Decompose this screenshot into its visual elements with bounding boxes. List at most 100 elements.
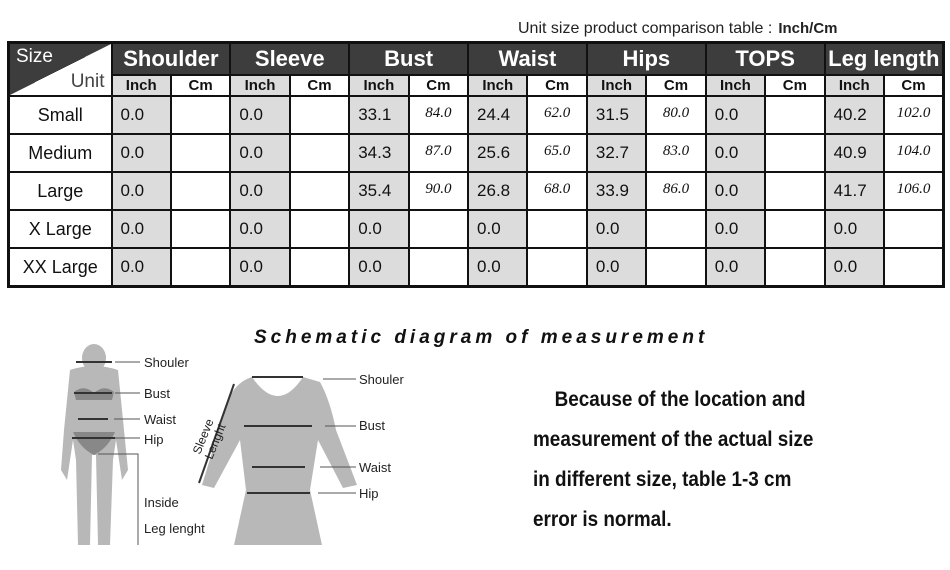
cm-value bbox=[764, 209, 826, 249]
inch-value: 0.0 bbox=[704, 95, 767, 135]
unit-caption: Unit size product comparison table : Inch… bbox=[518, 20, 838, 38]
inch-value: 0.0 bbox=[229, 95, 291, 135]
diagram-title: Schematic diagram of measurement bbox=[254, 327, 709, 348]
body-label-waist: Waist bbox=[144, 412, 177, 427]
note-line: error is normal. bbox=[533, 508, 672, 531]
note-line: measurement of the actual size bbox=[533, 428, 814, 451]
measurement-figures: Sleeve Lenght bbox=[61, 344, 357, 545]
unit-header-inch: Inch bbox=[823, 74, 885, 97]
cm-value bbox=[764, 95, 826, 135]
cm-value bbox=[169, 209, 232, 249]
cm-value bbox=[882, 247, 945, 288]
table-row: Small 0.0 0.0 33.1 84.0 24.4 62.0 31.5 80.0 0.0 40… bbox=[7, 95, 945, 135]
note-line: Because of the location and bbox=[554, 388, 806, 411]
size-label: Medium bbox=[7, 133, 113, 173]
inch-value: 26.8 bbox=[467, 171, 529, 211]
note-line: in different size, table 1-3 cm bbox=[533, 468, 792, 491]
size-label: Large bbox=[7, 171, 113, 211]
inch-value: 33.9 bbox=[585, 171, 648, 211]
cm-value bbox=[169, 95, 232, 135]
cm-value: 90.0 bbox=[407, 171, 470, 211]
dress-label-shoulder: Shouler bbox=[359, 372, 404, 387]
cm-value: 102.0 bbox=[882, 95, 945, 135]
unit-header-inch: Inch bbox=[229, 74, 291, 97]
cm-value bbox=[764, 247, 826, 288]
corner-unit: Unit bbox=[70, 71, 105, 92]
inch-value: 33.1 bbox=[348, 95, 410, 135]
cm-value: 83.0 bbox=[645, 133, 707, 173]
inch-value: 0.0 bbox=[467, 209, 529, 249]
cm-value bbox=[169, 171, 232, 211]
size-label: Small bbox=[7, 95, 113, 135]
inch-value: 0.0 bbox=[585, 247, 648, 288]
table-row: Medium 0.0 0.0 34.3 87.0 25.6 65.0 32.7 83.0 0.0 4… bbox=[7, 133, 945, 173]
caption-text: Unit size product comparison table : bbox=[518, 20, 773, 37]
unit-header-cm: Cm bbox=[288, 74, 351, 97]
inch-value: 0.0 bbox=[823, 247, 885, 288]
inch-value: 0.0 bbox=[110, 209, 172, 249]
unit-header-cm: Cm bbox=[169, 74, 232, 97]
cm-value: 87.0 bbox=[407, 133, 470, 173]
cm-value bbox=[407, 209, 470, 249]
inch-value: 25.6 bbox=[467, 133, 529, 173]
cm-value: 62.0 bbox=[526, 95, 588, 135]
size-table: Size Unit Shoulder Sleeve Bust Waist Hips… bbox=[7, 41, 945, 288]
size-label: X Large bbox=[7, 209, 113, 249]
cm-value: 106.0 bbox=[882, 171, 945, 211]
group-header: Hips bbox=[585, 41, 707, 76]
cm-value bbox=[764, 133, 826, 173]
unit-header-inch: Inch bbox=[348, 74, 410, 97]
cm-value bbox=[169, 247, 232, 288]
cm-value bbox=[882, 209, 945, 249]
cm-value bbox=[288, 95, 351, 135]
inch-value: 0.0 bbox=[229, 209, 291, 249]
inch-value: 0.0 bbox=[704, 209, 767, 249]
table-row: X Large 0.0 0.0 0.0 0.0 0.0 0.0 0.0 bbox=[7, 209, 945, 249]
body-label-inside: Inside bbox=[144, 495, 179, 510]
cm-value bbox=[526, 247, 588, 288]
body-label-shoulder: Shouler bbox=[144, 355, 189, 370]
group-header: Waist bbox=[467, 41, 588, 76]
inch-value: 34.3 bbox=[348, 133, 410, 173]
cm-value: 84.0 bbox=[407, 95, 470, 135]
dress-label-waist: Waist bbox=[359, 460, 392, 475]
inch-value: 40.2 bbox=[823, 95, 885, 135]
cm-value: 65.0 bbox=[526, 133, 588, 173]
dress-label-bust: Bust bbox=[359, 418, 386, 433]
group-header: Bust bbox=[348, 41, 470, 76]
inch-value: 0.0 bbox=[110, 247, 172, 288]
inch-value: 0.0 bbox=[110, 133, 172, 173]
inch-value: 0.0 bbox=[229, 171, 291, 211]
cm-value bbox=[764, 171, 826, 211]
unit-header-inch: Inch bbox=[704, 74, 767, 97]
dress-label-hip: Hip bbox=[359, 486, 379, 501]
inch-value: 0.0 bbox=[823, 209, 885, 249]
corner-size: Size bbox=[16, 46, 53, 67]
dress-figure bbox=[202, 377, 357, 545]
measurement-note: Because of the location and measurement … bbox=[533, 380, 845, 540]
cm-value bbox=[288, 209, 351, 249]
cm-value bbox=[407, 247, 470, 288]
cm-value bbox=[526, 209, 588, 249]
inch-value: 0.0 bbox=[229, 133, 291, 173]
inch-value: 40.9 bbox=[823, 133, 885, 173]
inch-value: 32.7 bbox=[585, 133, 648, 173]
cm-value bbox=[169, 133, 232, 173]
unit-header-cm: Cm bbox=[407, 74, 470, 97]
size-label: XX Large bbox=[7, 247, 113, 288]
cm-value bbox=[288, 171, 351, 211]
cm-value bbox=[288, 247, 351, 288]
inch-value: 35.4 bbox=[348, 171, 410, 211]
inch-value: 0.0 bbox=[585, 209, 648, 249]
group-header: TOPS bbox=[704, 41, 826, 76]
cm-value bbox=[645, 209, 707, 249]
inch-value: 0.0 bbox=[467, 247, 529, 288]
inch-value: 24.4 bbox=[467, 95, 529, 135]
inch-value: 0.0 bbox=[704, 247, 767, 288]
inch-value: 0.0 bbox=[110, 95, 172, 135]
cm-value bbox=[288, 133, 351, 173]
body-figure bbox=[61, 344, 128, 545]
table-row: XX Large 0.0 0.0 0.0 0.0 0.0 0.0 0.0 bbox=[7, 247, 945, 288]
caption-unit: Inch/Cm bbox=[778, 20, 838, 37]
unit-header-cm: Cm bbox=[645, 74, 707, 97]
